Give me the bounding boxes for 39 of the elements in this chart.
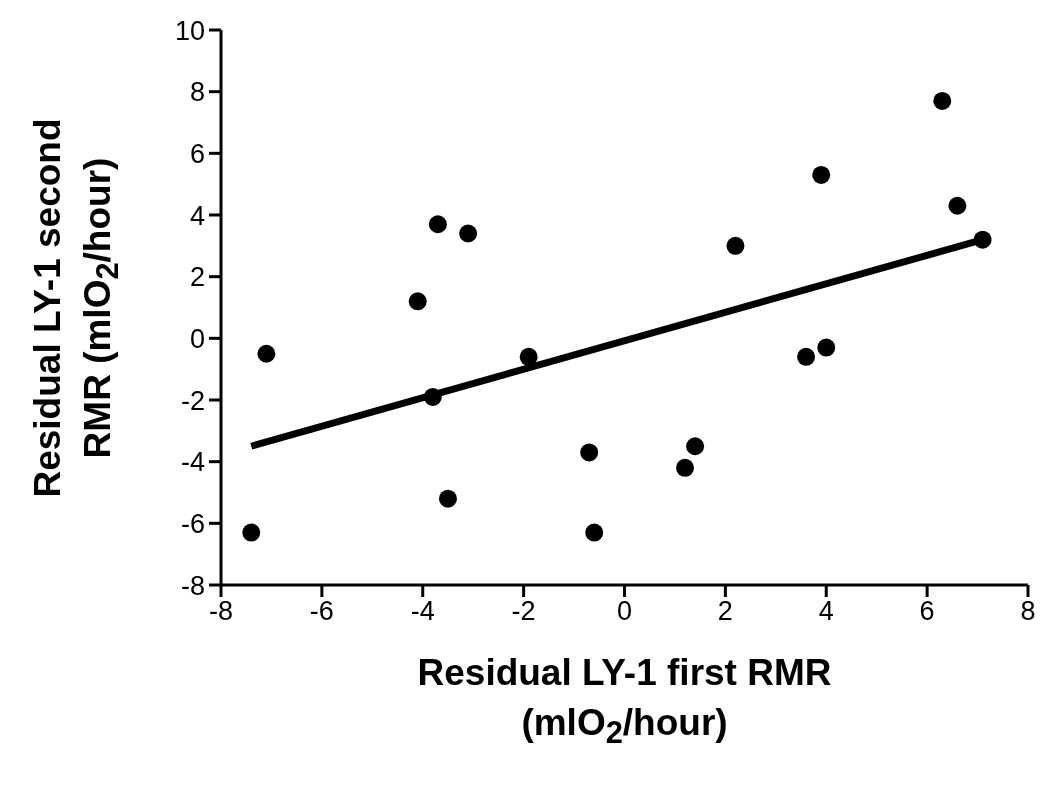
y-tick-label: 10 — [174, 15, 205, 46]
x-tick-label: -6 — [309, 596, 334, 627]
x-tick-label: -8 — [208, 596, 234, 627]
point — [423, 387, 442, 406]
x-tick-label: 0 — [616, 596, 633, 627]
point — [933, 91, 952, 110]
point — [408, 292, 427, 311]
point — [797, 347, 816, 366]
point — [973, 230, 992, 249]
point — [676, 458, 695, 477]
point — [257, 344, 276, 363]
point — [459, 224, 478, 243]
point — [242, 523, 261, 542]
point — [686, 437, 705, 456]
y-tick-label: 0 — [189, 323, 205, 354]
x-tick-label: 2 — [717, 596, 733, 627]
point — [585, 523, 604, 542]
point — [817, 338, 836, 357]
y-tick-label: 8 — [189, 77, 205, 108]
x-tick-label: 6 — [919, 596, 935, 627]
y-tick-label: -4 — [180, 447, 205, 478]
x-tick-label: -4 — [410, 596, 435, 627]
x-tick-label: 8 — [1020, 596, 1036, 627]
point — [519, 347, 538, 366]
y-tick-label: 6 — [189, 138, 205, 169]
y-tick-label: -6 — [180, 508, 205, 539]
x-tick-label: -2 — [511, 596, 536, 627]
y-tick-label: -2 — [180, 385, 205, 416]
point — [812, 165, 831, 184]
point — [580, 443, 599, 462]
point — [948, 196, 967, 215]
point — [428, 215, 447, 234]
y-tick-label: 4 — [189, 200, 205, 231]
point — [438, 489, 457, 508]
y-tick-label: 2 — [189, 262, 205, 293]
point — [726, 236, 745, 255]
y-tick-label: -8 — [180, 570, 205, 601]
x-tick-label: 4 — [818, 596, 834, 627]
x-axis-title: Residual LY-1 first RMR (mlO$_{2}$/hour) — [416, 651, 833, 753]
